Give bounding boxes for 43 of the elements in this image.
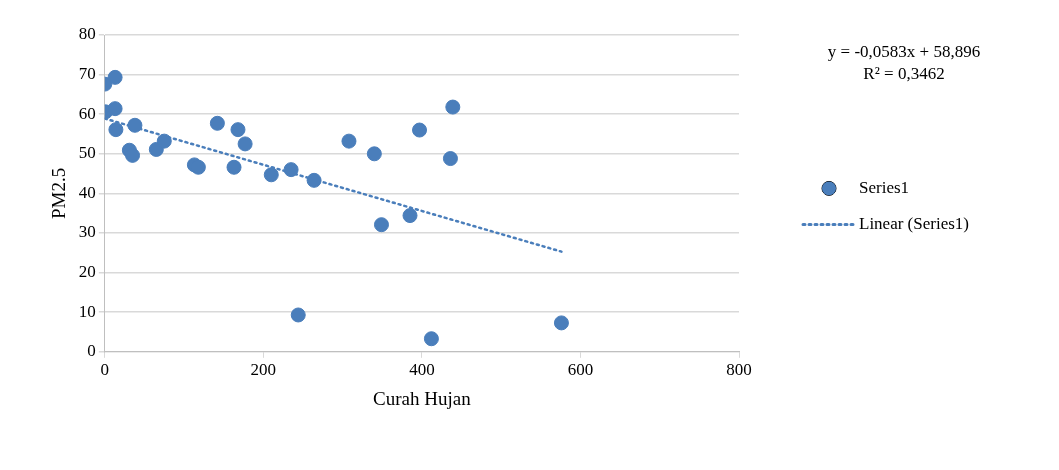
point bbox=[423, 331, 439, 347]
point bbox=[156, 133, 172, 149]
y-tick-label: 80 bbox=[78, 24, 96, 44]
point bbox=[283, 162, 299, 178]
point bbox=[108, 122, 124, 138]
x-tick-label: 200 bbox=[250, 360, 277, 380]
text: R² = 0,3462 bbox=[863, 63, 945, 83]
point bbox=[230, 122, 246, 138]
y-tick-label: 70 bbox=[78, 64, 96, 84]
text: y = -0,0583x + 58,896 bbox=[827, 41, 981, 61]
x-tick-label: 400 bbox=[409, 360, 435, 380]
point bbox=[412, 122, 428, 138]
x-axis-title: Curah Hujan bbox=[373, 387, 472, 409]
point bbox=[263, 167, 279, 183]
point bbox=[445, 99, 461, 115]
point bbox=[226, 159, 242, 175]
point bbox=[442, 151, 458, 167]
y-tick-label: 20 bbox=[78, 262, 96, 282]
x-tick-label: 800 bbox=[726, 360, 752, 380]
point bbox=[237, 136, 253, 152]
point bbox=[127, 117, 143, 133]
x-tick-label: 600 bbox=[567, 360, 594, 380]
point bbox=[290, 307, 306, 323]
y-tick-label: 40 bbox=[78, 182, 96, 202]
y-tick-label: 60 bbox=[78, 103, 96, 123]
point bbox=[209, 115, 225, 131]
point bbox=[125, 147, 141, 163]
y-tick-label: 10 bbox=[78, 301, 96, 321]
x-tick-label: 0 bbox=[100, 360, 110, 380]
point bbox=[107, 69, 123, 85]
point bbox=[366, 146, 382, 162]
y-tick-label: 0 bbox=[87, 341, 96, 361]
point bbox=[373, 217, 389, 233]
y-tick-label: 50 bbox=[78, 143, 96, 163]
point bbox=[306, 172, 322, 188]
point bbox=[402, 208, 418, 224]
legend-label: Linear (Series1) bbox=[859, 213, 969, 233]
y-axis-title: PM2.5 bbox=[48, 167, 70, 220]
point bbox=[553, 315, 569, 331]
y-tick-label: 30 bbox=[78, 222, 96, 242]
point bbox=[341, 133, 357, 149]
point bbox=[107, 101, 123, 117]
legend-label: Series1 bbox=[859, 177, 910, 197]
